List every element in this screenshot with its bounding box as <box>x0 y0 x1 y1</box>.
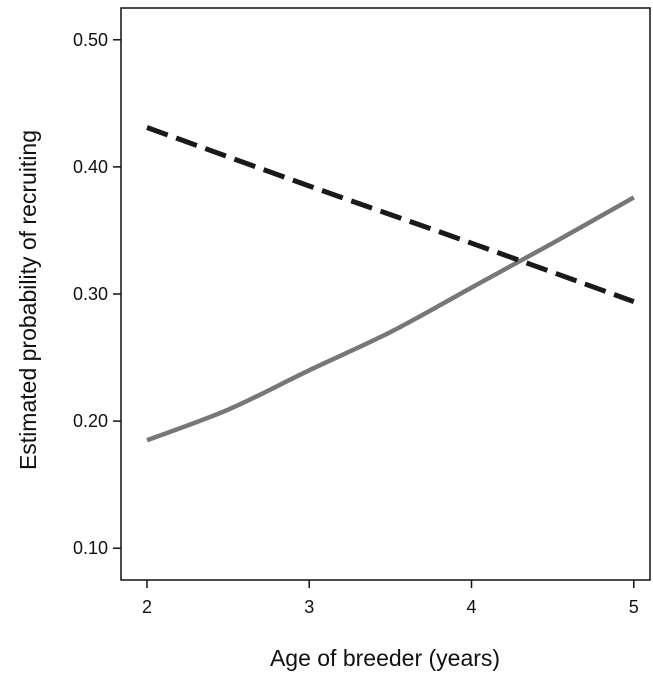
y-tick-label: 0.10 <box>73 538 108 558</box>
y-tick-label: 0.20 <box>73 411 108 431</box>
y-tick-label: 0.50 <box>73 30 108 50</box>
plot-frame <box>120 7 651 581</box>
y-tick-label: 0.40 <box>73 157 108 177</box>
x-axis-title: Age of breeder (years) <box>270 645 500 671</box>
x-tick-label: 5 <box>629 597 639 617</box>
x-tick-label: 3 <box>304 597 314 617</box>
x-tick-label: 2 <box>142 597 152 617</box>
series-layer <box>146 125 635 443</box>
x-axis: 2 3 4 5 <box>142 580 639 617</box>
series-line-solid <box>146 195 635 443</box>
y-tick-label: 0.30 <box>73 284 108 304</box>
y-axis: 0.10 0.20 0.30 0.40 0.50 <box>73 30 121 558</box>
y-axis-title: Estimated probability of recruiting <box>15 130 41 470</box>
x-tick-label: 4 <box>466 597 476 617</box>
series-line-dashed <box>146 125 635 304</box>
